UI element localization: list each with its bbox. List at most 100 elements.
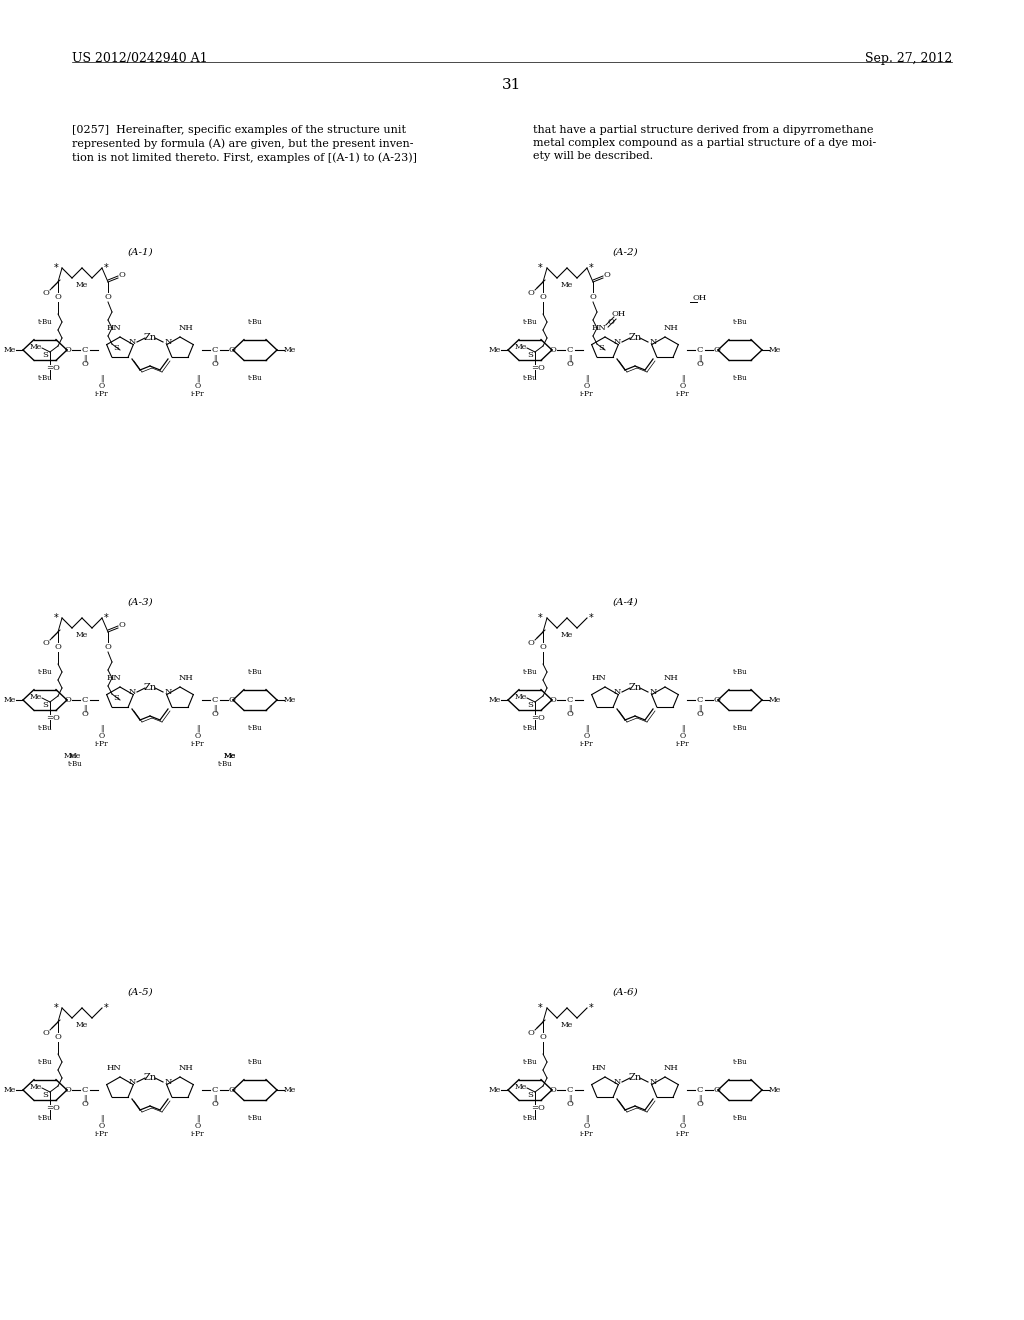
Text: Me: Me [224,752,237,760]
Text: Me: Me [769,346,781,354]
Text: Me: Me [63,752,76,760]
Text: O: O [527,289,535,297]
Text: ||: || [681,723,685,733]
Text: S: S [598,345,604,352]
Text: =O: =O [46,364,59,372]
Text: =O: =O [531,364,545,372]
Text: Me: Me [284,696,296,704]
Text: N: N [613,688,621,696]
Text: O: O [82,360,88,368]
Text: O: O [65,346,72,354]
Text: HN: HN [592,1064,606,1072]
Text: O: O [43,639,49,647]
Text: NH: NH [178,675,194,682]
Text: O: O [527,1030,535,1038]
Text: ||: || [681,1114,685,1122]
Text: Me: Me [4,696,16,704]
Text: Me: Me [488,1086,501,1094]
Text: t-Bu: t-Bu [733,374,748,381]
Text: O: O [104,643,112,651]
Text: N: N [649,338,656,346]
Text: ||: || [697,354,702,362]
Text: Me: Me [30,693,42,701]
Text: (A-4): (A-4) [612,598,638,606]
Text: t-Bu: t-Bu [38,374,52,381]
Text: ||: || [196,1114,201,1122]
Text: O: O [195,733,201,741]
Text: t-Bu: t-Bu [248,1114,262,1122]
Text: N: N [164,338,172,346]
Text: HN: HN [106,1064,122,1072]
Text: ||: || [83,1094,87,1102]
Text: t-Bu: t-Bu [522,1059,538,1067]
Text: ||: || [83,354,87,362]
Text: S: S [42,1092,48,1100]
Text: ||: || [697,704,702,711]
Text: Zn: Zn [143,1073,157,1082]
Text: Me: Me [561,1020,573,1030]
Text: C: C [212,346,218,354]
Text: Me: Me [284,1086,296,1094]
Text: O: O [584,733,590,741]
Text: Zn: Zn [629,1073,642,1082]
Text: O: O [680,733,686,741]
Text: Me: Me [488,346,501,354]
Text: HN: HN [592,323,606,333]
Text: ||: || [196,374,201,381]
Text: O: O [714,346,721,354]
Text: t-Bu: t-Bu [248,668,262,676]
Text: Me: Me [76,631,88,639]
Text: OH: OH [693,294,708,302]
Text: Zn: Zn [143,334,157,342]
Text: Me: Me [4,1086,16,1094]
Text: Me: Me [30,1082,42,1092]
Text: O: O [540,1034,547,1041]
Text: O: O [195,381,201,389]
Text: i-Pr: i-Pr [581,389,594,399]
Text: O: O [566,1100,573,1107]
Text: S: S [113,345,119,352]
Text: O: O [212,710,218,718]
Text: NH: NH [664,675,678,682]
Text: C: C [212,1086,218,1094]
Text: Sep. 27, 2012: Sep. 27, 2012 [864,51,952,65]
Text: t-Bu: t-Bu [733,723,748,733]
Text: *: * [53,612,58,623]
Text: t-Bu: t-Bu [38,723,52,733]
Text: O: O [540,293,547,301]
Text: ||: || [567,354,572,362]
Text: N: N [613,338,621,346]
Text: *: * [589,612,594,623]
Text: i-Pr: i-Pr [191,389,205,399]
Text: S: S [42,701,48,709]
Text: O: O [714,696,721,704]
Text: O: O [212,360,218,368]
Text: O: O [680,1122,686,1130]
Text: Zn: Zn [143,684,157,693]
Text: t-Bu: t-Bu [522,1114,538,1122]
Text: t-Bu: t-Bu [38,668,52,676]
Text: Me: Me [284,346,296,354]
Text: (A-6): (A-6) [612,987,638,997]
Text: N: N [128,1078,136,1086]
Text: i-Pr: i-Pr [95,741,109,748]
Text: OH: OH [612,310,626,318]
Text: ||: || [99,1114,104,1122]
Text: O: O [566,360,573,368]
Text: O: O [550,696,556,704]
Text: t-Bu: t-Bu [522,723,538,733]
Text: ||: || [213,704,217,711]
Text: Me: Me [769,1086,781,1094]
Text: N: N [649,1078,656,1086]
Text: i-Pr: i-Pr [581,741,594,748]
Text: Me: Me [488,696,501,704]
Text: S: S [42,351,48,359]
Text: O: O [680,381,686,389]
Text: O: O [65,1086,72,1094]
Text: i-Pr: i-Pr [581,1130,594,1138]
Text: t-Bu: t-Bu [248,318,262,326]
Text: *: * [539,263,543,273]
Text: =O: =O [531,1104,545,1111]
Text: NH: NH [664,1064,678,1072]
Text: ||: || [213,354,217,362]
